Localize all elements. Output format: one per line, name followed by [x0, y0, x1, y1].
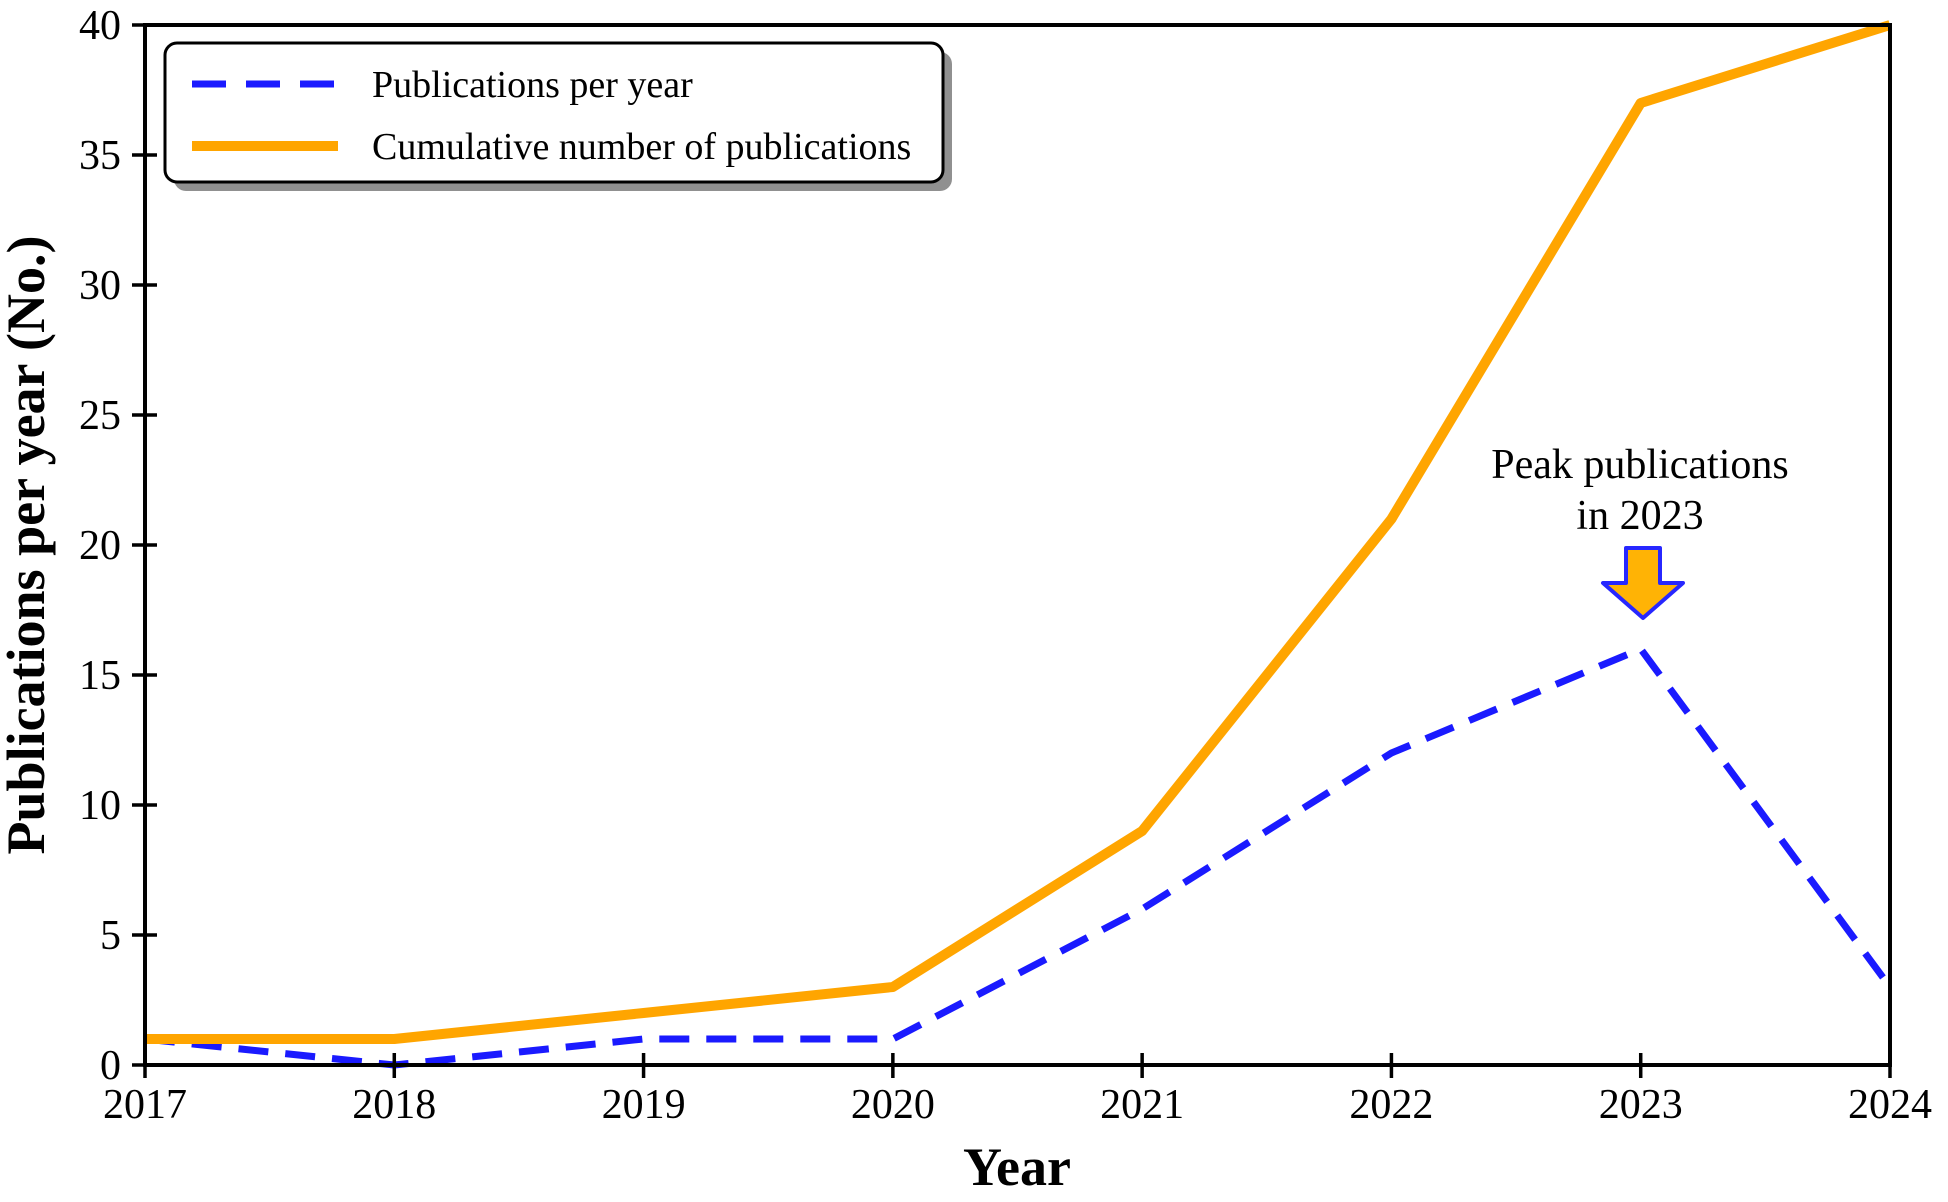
y-tick-label: 30 [79, 263, 121, 309]
y-tick-label: 10 [79, 783, 121, 829]
legend-box [163, 41, 945, 184]
axes-group: 2017 2018 2019 2020 2021 2022 2023 2024 0 5 10 15 20… [79, 3, 1932, 1128]
legend-label-per-year: Publications per year [372, 64, 693, 106]
y-tick-label: 5 [100, 913, 121, 959]
legend: Publications per year Cumulative number … [163, 41, 952, 191]
x-tick-label: 2017 [103, 1082, 187, 1128]
x-tick-label: 2020 [851, 1082, 935, 1128]
x-axis-title: Year [963, 1137, 1071, 1197]
y-tick-label: 25 [79, 393, 121, 439]
cumulative-line [145, 20, 1892, 1044]
y-tick-label: 15 [79, 653, 121, 699]
legend-label-cumulative: Cumulative number of publications [372, 126, 911, 168]
peak-annotation-line1: Peak publications [1491, 442, 1788, 488]
y-tick-label: 40 [79, 3, 121, 49]
x-tick-label: 2021 [1100, 1082, 1184, 1128]
x-tick-label: 2024 [1848, 1082, 1932, 1128]
y-tick-label: 35 [79, 133, 121, 179]
x-tick-label: 2023 [1599, 1082, 1683, 1128]
y-tick-label: 0 [100, 1043, 121, 1089]
x-tick-label: 2018 [352, 1082, 436, 1128]
x-tick-label: 2022 [1349, 1082, 1433, 1128]
down-arrow-icon [1601, 546, 1685, 620]
x-tick-label: 2019 [602, 1082, 686, 1128]
y-axis-title: Publications per year (No.) [0, 236, 56, 855]
per-year-line [144, 645, 1893, 1069]
y-tick-label: 20 [79, 523, 121, 569]
peak-annotation-line2: in 2023 [1576, 493, 1703, 539]
peak-annotation: Peak publications in 2023 [1491, 442, 1789, 620]
series-group [144, 20, 1893, 1069]
